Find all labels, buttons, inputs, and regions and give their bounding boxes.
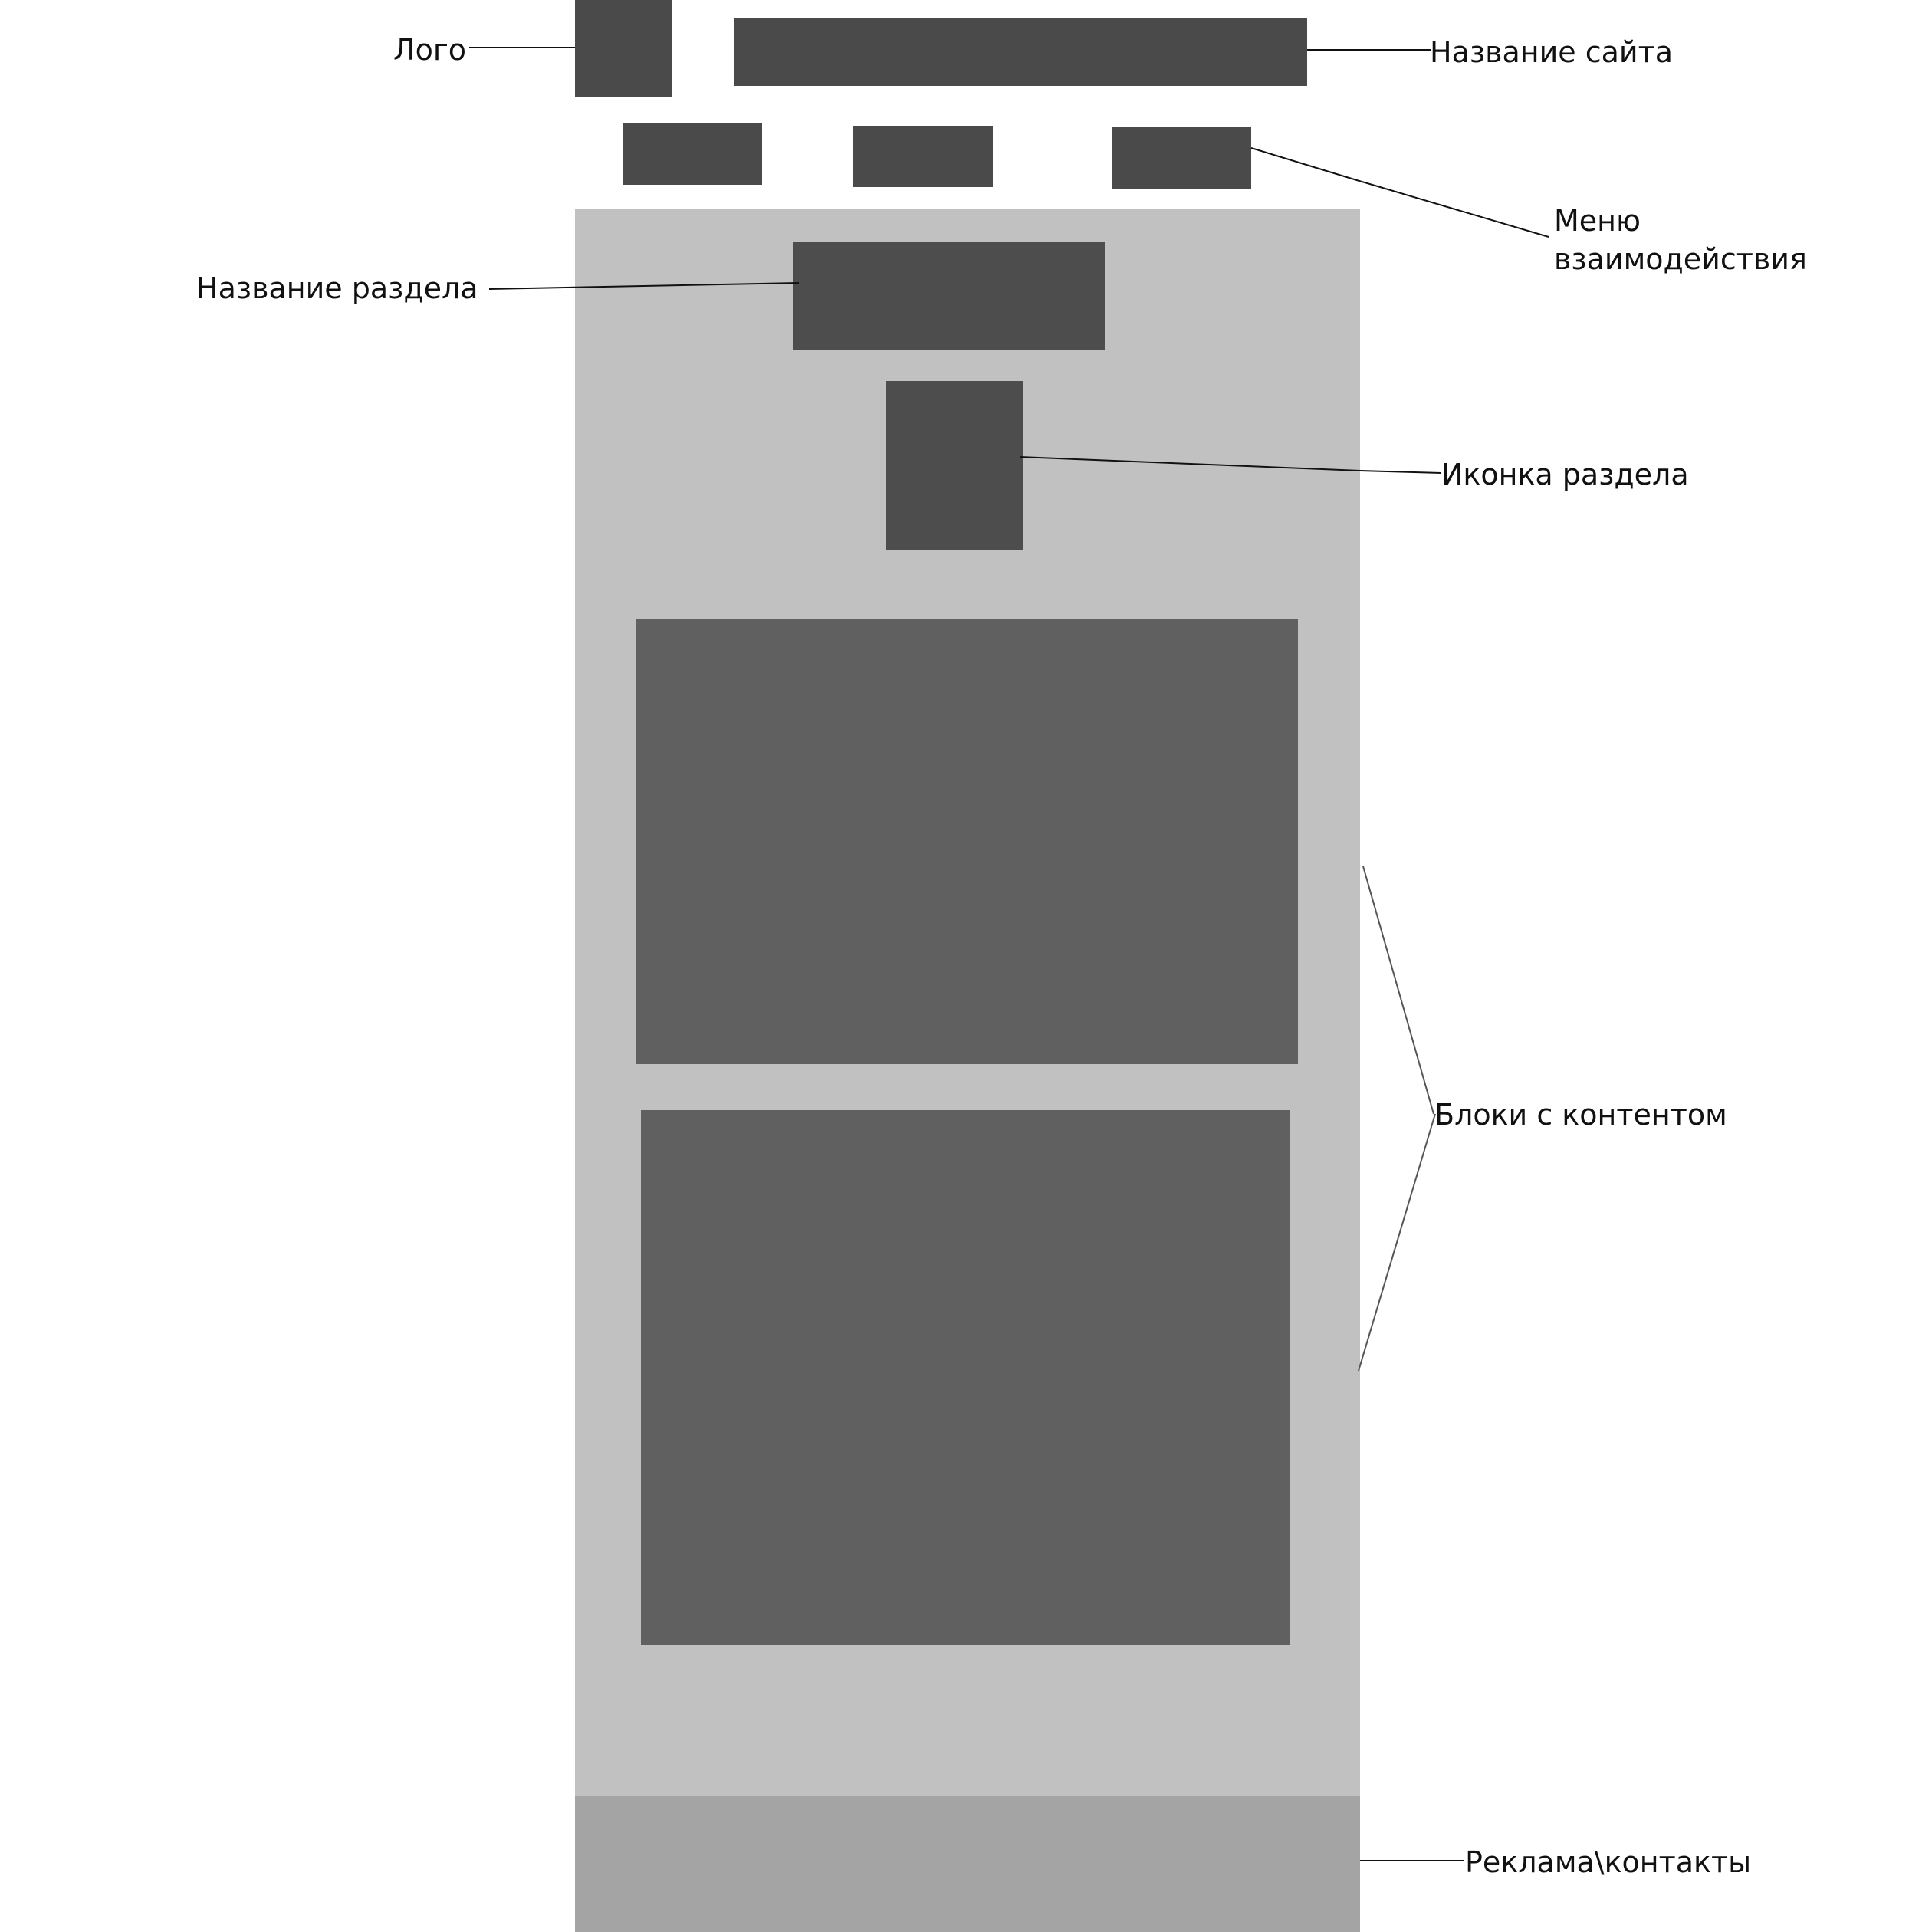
content-block-1	[636, 619, 1298, 1064]
interaction-menu-label-line2: взаимодействия	[1554, 242, 1807, 276]
logo-label: Лого	[393, 33, 467, 67]
logo-placeholder[interactable]	[575, 0, 672, 97]
site-title-placeholder	[734, 18, 1307, 86]
menu-item-3[interactable]	[1112, 127, 1251, 189]
content-block-2	[641, 1110, 1290, 1645]
ads-contacts-footer	[575, 1796, 1360, 1932]
content-blocks-leader-upper	[1362, 866, 1434, 1115]
content-blocks-leader-lower	[1358, 1113, 1436, 1372]
ads-contacts-label: Реклама\контакты	[1465, 1845, 1752, 1879]
section-icon-placeholder	[886, 381, 1024, 550]
content-blocks-label: Блоки с контентом	[1434, 1098, 1727, 1132]
site-title-label: Название сайта	[1430, 35, 1674, 69]
interaction-menu-label-line1: Меню	[1554, 204, 1641, 238]
section-icon-label: Иконка раздела	[1441, 458, 1689, 491]
section-title-label: Название раздела	[196, 271, 478, 305]
menu-item-1[interactable]	[623, 123, 762, 185]
interaction-menu-label: Меню взаимодействия	[1554, 202, 1845, 278]
section-title-placeholder	[793, 242, 1105, 350]
menu-item-2[interactable]	[853, 126, 993, 187]
